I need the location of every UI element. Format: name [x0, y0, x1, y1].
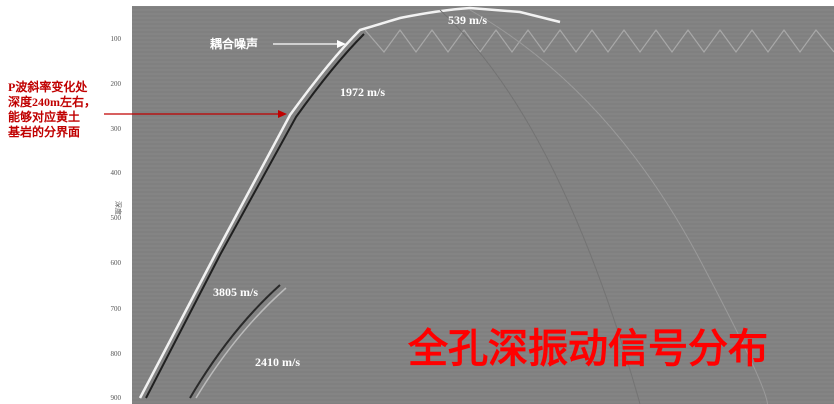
wavefronts [138, 6, 834, 404]
note-line: 深度240m左右， [8, 94, 96, 109]
axis-label: 深度 [114, 201, 123, 215]
velocity-label: 3805 m/s [213, 285, 258, 299]
noise-label: 耦合噪声 [210, 36, 258, 51]
tick-label: 800 [111, 350, 122, 358]
depth-axis: 100 200 300 400 500 600 700 800 900 深度 [111, 35, 124, 402]
velocity-label: 1972 m/s [340, 85, 385, 99]
title: 全孔深振动信号分布 [407, 326, 768, 372]
tick-label: 200 [111, 80, 122, 88]
tick-label: 500 [111, 214, 122, 222]
tick-label: 700 [111, 305, 122, 313]
velocity-label: 539 m/s [448, 13, 487, 27]
seismic-panel [132, 6, 834, 404]
note-line: 能够对应黄土 [8, 109, 80, 124]
tick-label: 900 [111, 394, 122, 402]
tick-label: 600 [111, 259, 122, 267]
tick-label: 300 [111, 125, 122, 133]
noise-arrow [273, 40, 346, 48]
velocity-label: 2410 m/s [255, 355, 300, 369]
tick-label: 400 [111, 169, 122, 177]
note-line: 基岩的分界面 [7, 124, 80, 139]
tick-label: 100 [111, 35, 122, 43]
note-line: P波斜率变化处 [8, 79, 88, 94]
note: P波斜率变化处 深度240m左右， 能够对应黄土 基岩的分界面 [7, 79, 287, 139]
